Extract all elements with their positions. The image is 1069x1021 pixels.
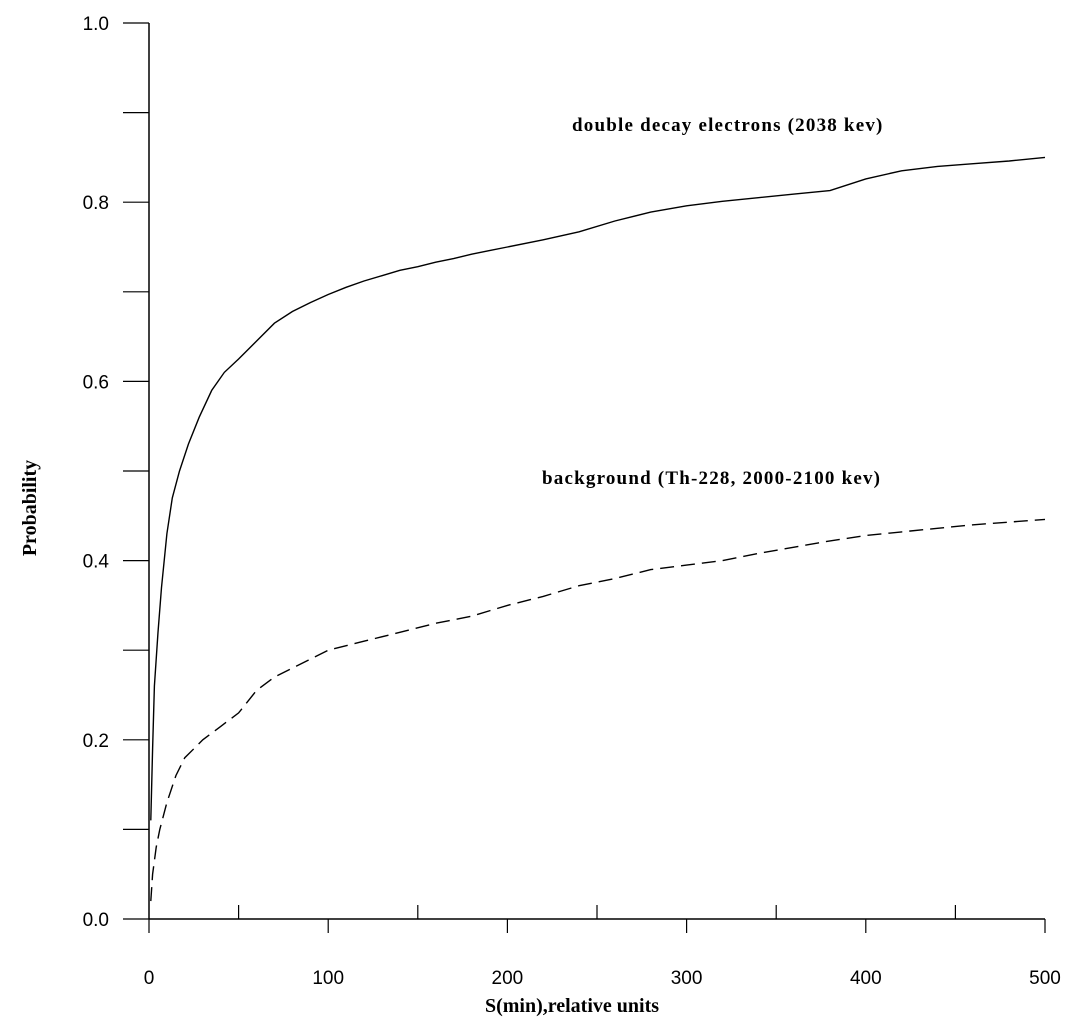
series-line-background <box>150 518 1046 902</box>
x-tick-label: 400 <box>850 968 882 989</box>
x-tick-label: 0 <box>144 968 155 989</box>
curves <box>150 156 1046 902</box>
series-line-double-decay <box>150 156 1046 821</box>
axes: 0.0 0.2 0.4 0.6 0.8 1.0 0 100 200 300 400 500 <box>83 14 1061 989</box>
y-tick-label: 1.0 <box>83 14 109 35</box>
x-tick-label: 500 <box>1029 968 1061 989</box>
y-tick-label: 0.2 <box>83 731 109 752</box>
y-tick-label: 0.4 <box>83 552 110 573</box>
y-tick-label: 0.0 <box>83 910 109 931</box>
series-label-double-decay: double decay electrons (2038 kev) <box>572 115 884 136</box>
x-tick-label: 100 <box>312 968 344 989</box>
x-axis-title: S(min),relative units <box>485 995 659 1017</box>
y-tick-label: 0.8 <box>83 193 109 214</box>
x-tick-label: 200 <box>492 968 524 989</box>
y-axis-title: Probability <box>19 460 41 556</box>
x-tick-label: 300 <box>671 968 703 989</box>
series-label-background: background (Th-228, 2000-2100 kev) <box>542 468 881 489</box>
y-tick-label: 0.6 <box>83 372 109 393</box>
